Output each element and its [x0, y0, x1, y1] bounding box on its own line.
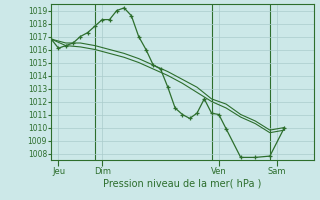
X-axis label: Pression niveau de la mer( hPa ): Pression niveau de la mer( hPa )	[103, 179, 261, 189]
